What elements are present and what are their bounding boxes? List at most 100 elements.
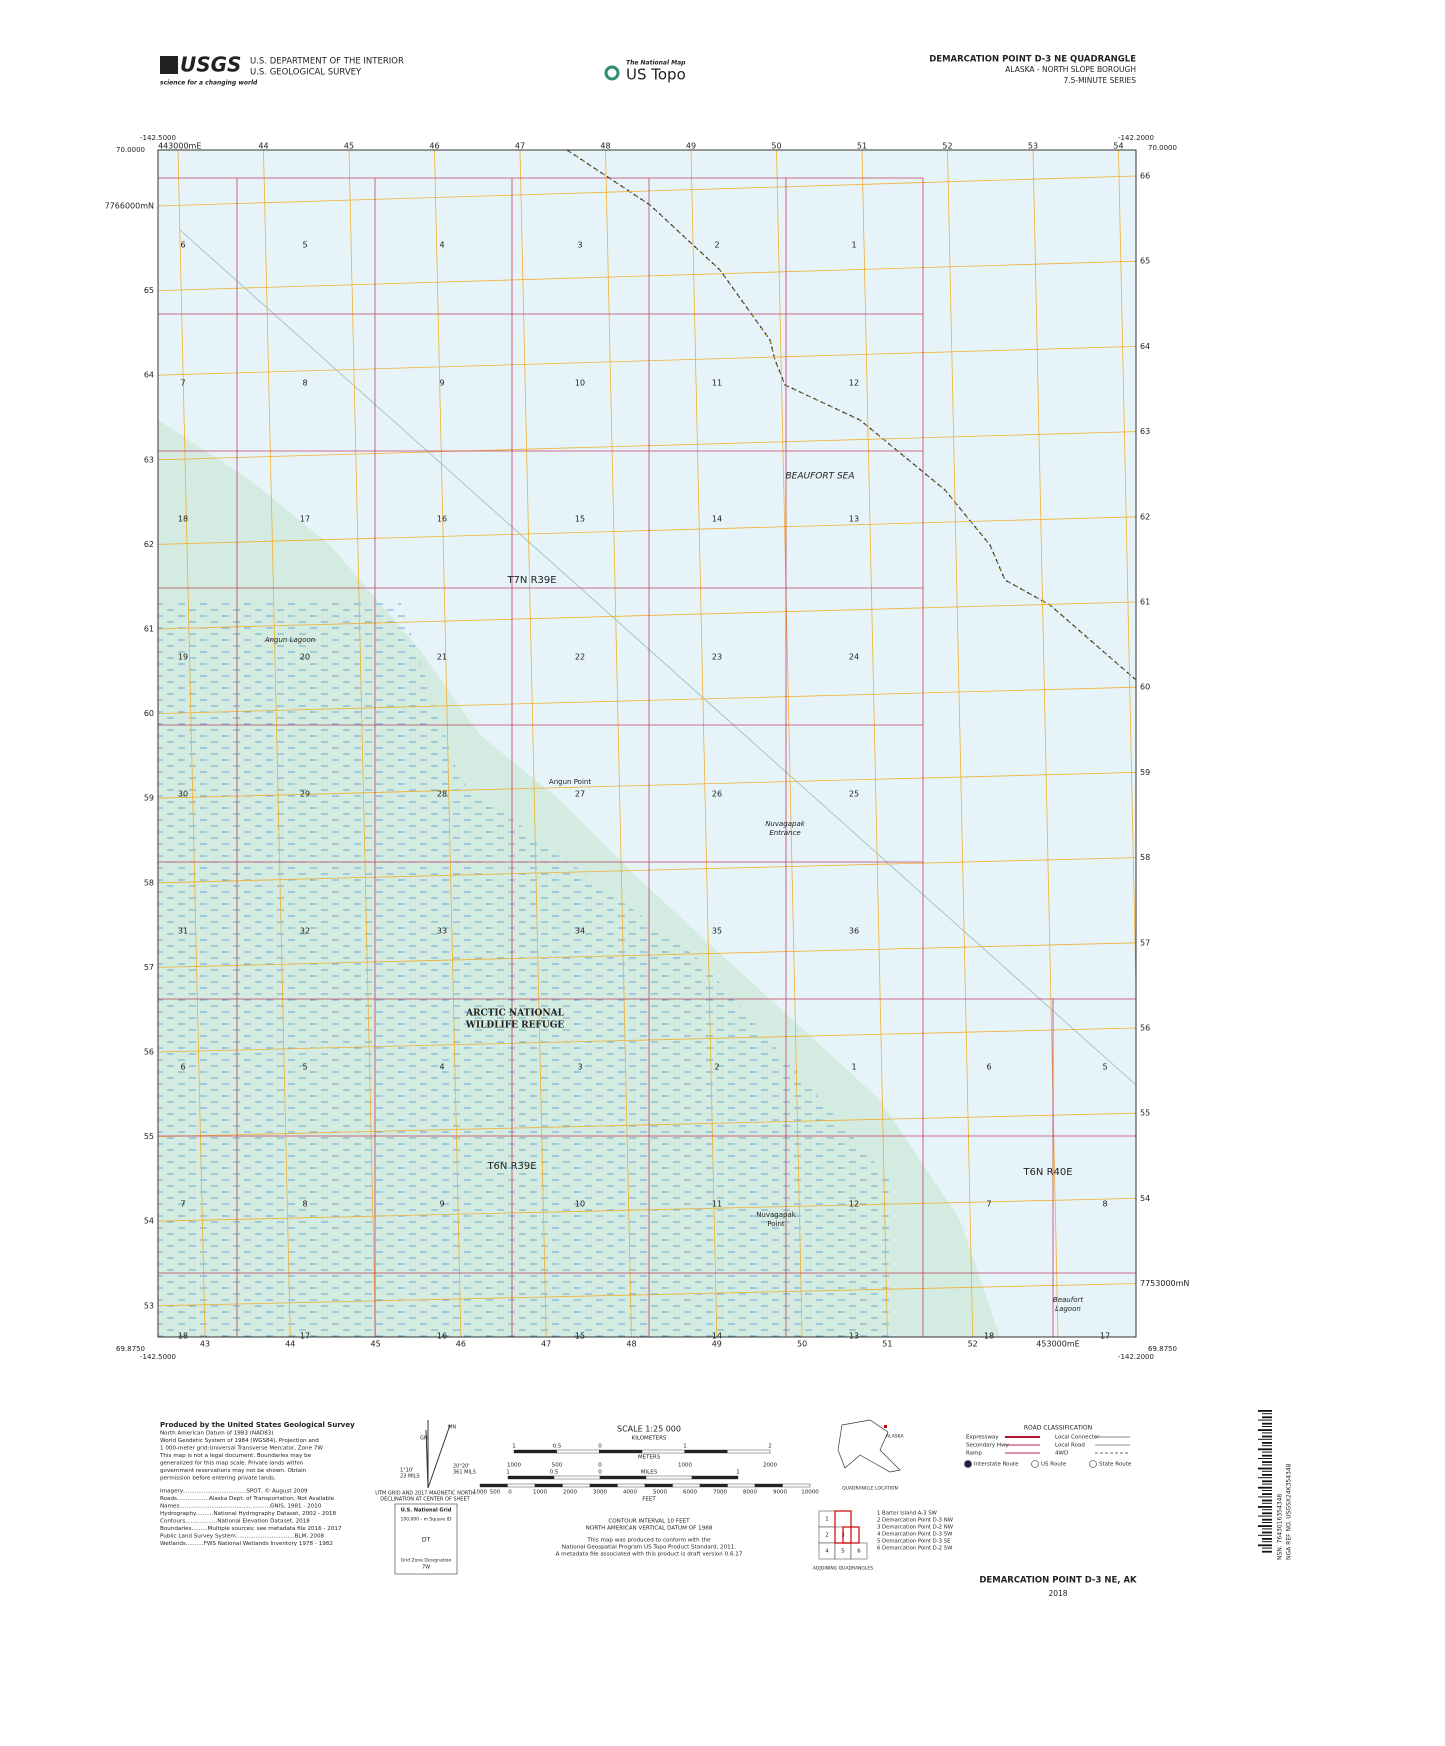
- northing-label: 63: [144, 455, 154, 464]
- utm-grid-line: [158, 1027, 1136, 1053]
- section-number: 18: [178, 1332, 188, 1341]
- easting-label: 49: [712, 1340, 722, 1349]
- decl-caption: UTM GRID AND 2017 MAGNETIC NORTH: [375, 1491, 475, 1497]
- place-label: BEAUFORT SEA: [785, 472, 854, 482]
- section-number: 22: [575, 653, 585, 662]
- section-number: 27: [575, 790, 585, 799]
- standard-note: A metadata file associated with this pro…: [556, 1552, 743, 1558]
- scale-bar-segment: [727, 1483, 756, 1488]
- northing-label: 60: [1140, 683, 1150, 692]
- barcode-bar: [1262, 1509, 1272, 1511]
- easting-label: 54: [1113, 142, 1123, 151]
- us-topo-logo-mark: [604, 65, 620, 81]
- road-type: Secondary Hwy: [966, 1443, 1010, 1449]
- quad-subtitle: ALASKA - NORTH SLOPE BOROUGH: [1005, 65, 1136, 74]
- barcode-bar: [1262, 1550, 1272, 1553]
- easting-label: 45: [371, 1340, 381, 1349]
- northing-label: 63: [1140, 427, 1150, 436]
- section-number: 6: [986, 1063, 991, 1072]
- section-number: 14: [712, 515, 722, 524]
- declination-arrow: [427, 1424, 451, 1489]
- road-type: Expressway: [966, 1435, 999, 1441]
- contour-note: NORTH AMERICAN VERTICAL DATUM OF 1988: [586, 1526, 713, 1532]
- scale-tick-label: 9000: [773, 1490, 787, 1496]
- scale-bar-segment: [589, 1483, 618, 1488]
- barcode-bar: [1262, 1435, 1272, 1438]
- scale-bar-segment: [556, 1449, 600, 1454]
- place-label: Entrance: [769, 829, 800, 837]
- barcode-bar: [1258, 1429, 1272, 1431]
- refuge-label: ARCTIC NATIONAL: [465, 1009, 565, 1019]
- location-label: ALASKA: [886, 1434, 904, 1440]
- section-number: 33: [437, 927, 447, 936]
- section-number: 8: [302, 1200, 307, 1209]
- section-number: 17: [1100, 1332, 1110, 1341]
- section-number: 10: [575, 1200, 585, 1209]
- utm-grid-line: [177, 150, 206, 1337]
- section-number: 17: [300, 1332, 310, 1341]
- scale-tick-label: 0: [508, 1490, 512, 1496]
- adjoining-number: 5: [841, 1549, 845, 1555]
- utm-grid-line: [605, 150, 632, 1337]
- place-label: Lagoon: [1055, 1305, 1081, 1313]
- adjoining-number: 6: [857, 1549, 861, 1555]
- section-number: 16: [437, 515, 447, 524]
- utm-grid-line: [158, 175, 1136, 207]
- utm-grid-line: [158, 1283, 1136, 1307]
- national-map: The National Map: [626, 60, 686, 67]
- place-label: Nuvagapak: [756, 1211, 797, 1219]
- adjoining-name: 1 Barter Island A-3 SW: [877, 1511, 938, 1517]
- utm-grid-line: [158, 857, 1136, 884]
- barcode-bar: [1262, 1518, 1272, 1521]
- section-number: 15: [575, 515, 585, 524]
- utm-grid-line: [1118, 150, 1136, 1007]
- barcode-bar: [1262, 1499, 1272, 1502]
- usgs-logo-mark: [160, 56, 178, 74]
- note: generalized for this map scale. Private …: [160, 1461, 304, 1467]
- easting-label: 53: [1028, 142, 1038, 151]
- barcode-bar: [1262, 1445, 1272, 1447]
- northing-label: 61: [1140, 598, 1150, 607]
- note: This map is not a legal document. Bounda…: [159, 1453, 312, 1459]
- section-number: 13: [849, 515, 859, 524]
- northing-label: 58: [1140, 853, 1150, 862]
- boundary-line: [179, 229, 1136, 1086]
- barcode-bar: [1262, 1531, 1272, 1534]
- note: World Geodetic System of 1984 (WGS84). P…: [160, 1438, 319, 1444]
- source: Contours..................National Eleva…: [160, 1519, 310, 1525]
- barcode-bar: [1258, 1515, 1272, 1517]
- section-number: 20: [300, 653, 310, 662]
- scale-tick-label: 10000: [801, 1490, 819, 1496]
- utm-grid-line: [158, 431, 1136, 461]
- barcode-bar: [1262, 1413, 1272, 1415]
- section-number: 28: [437, 790, 447, 799]
- scale-tick-label: 4000: [623, 1490, 637, 1496]
- barcode-text: NGA REF NO. USGSX24K354348: [1286, 1463, 1293, 1560]
- northing-label: 65: [144, 286, 154, 295]
- barcode-bar: [1258, 1438, 1272, 1440]
- northing-label: 59: [144, 794, 154, 803]
- barcode-bar: [1262, 1454, 1272, 1457]
- maritime-boundary-fill: [566, 150, 1136, 681]
- easting-label: 45: [344, 142, 354, 151]
- northing-label: 53: [144, 1301, 154, 1310]
- standard-note: National Geospatial Program US Topo Prod…: [562, 1545, 736, 1551]
- scale-tick-label: 500: [490, 1490, 501, 1496]
- section-number: 7: [180, 1200, 185, 1209]
- lagoon: [1010, 1265, 1136, 1337]
- section-number: 16: [437, 1332, 447, 1341]
- easting-label: 52: [942, 142, 952, 151]
- us-topo: US Topo: [626, 66, 686, 84]
- section-number: 4: [439, 241, 444, 250]
- easting-label: 47: [541, 1340, 551, 1349]
- scale-tick-label: 1000: [678, 1463, 692, 1469]
- utm-grid-line: [158, 260, 1136, 291]
- usng-box: [394, 1503, 458, 1575]
- location-marker: [884, 1425, 887, 1428]
- scale-bar-segment: [507, 1475, 555, 1480]
- source: Roads..................Alaska Dept. of T…: [160, 1496, 335, 1502]
- sheet-year: 2018: [1048, 1589, 1067, 1598]
- section-number: 6: [180, 241, 185, 250]
- barcode-bar: [1258, 1467, 1272, 1470]
- scale-tick-label: 1000: [507, 1463, 521, 1469]
